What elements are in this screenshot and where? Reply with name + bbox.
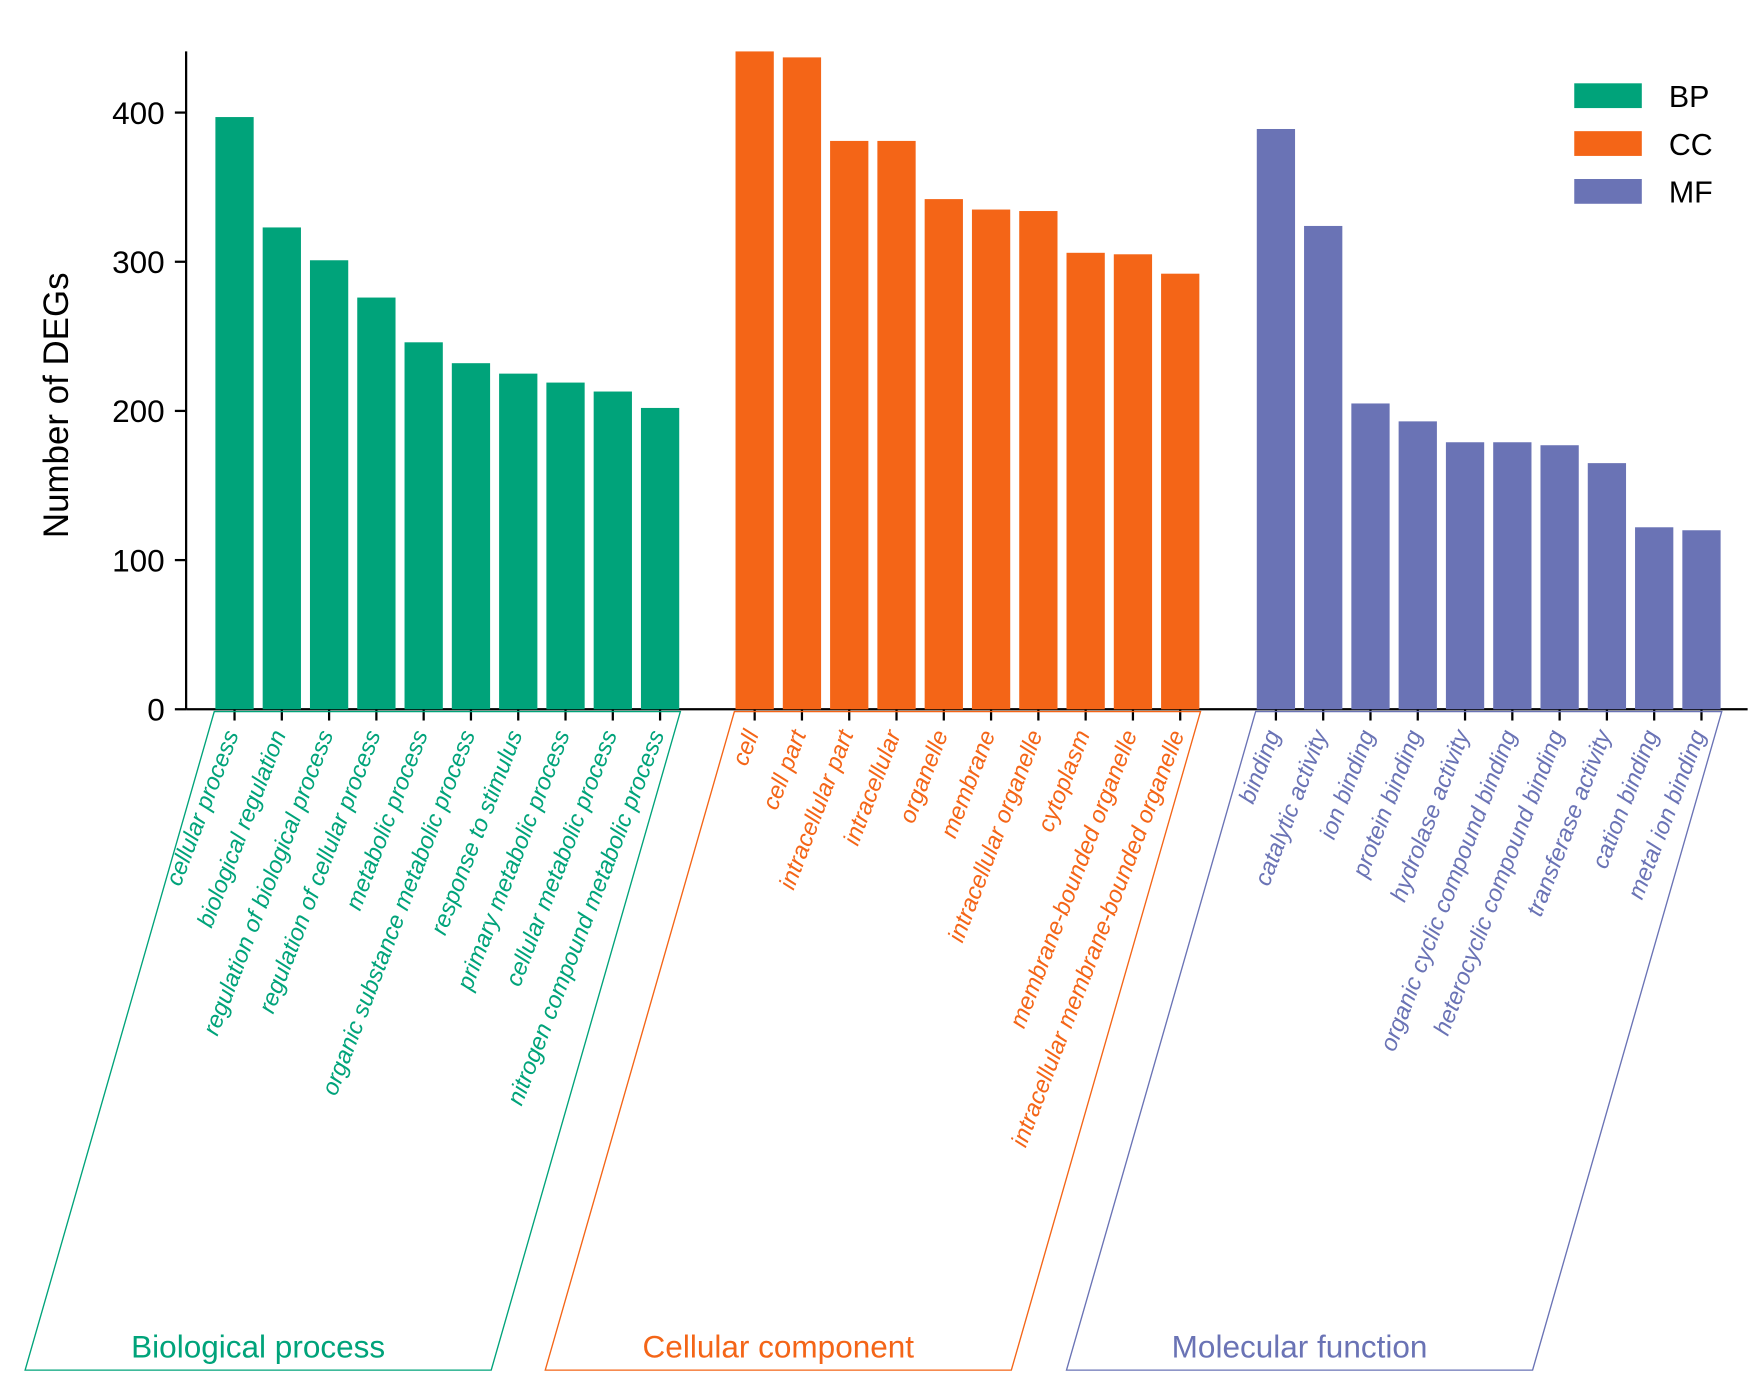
- y-axis-label: Number of DEGs: [37, 272, 76, 538]
- bar: [1161, 273, 1200, 710]
- y-tick-label: 200: [112, 393, 165, 429]
- bar: [924, 199, 963, 710]
- bar: [735, 51, 774, 710]
- y-tick-label: 100: [112, 542, 165, 578]
- bar: [1540, 445, 1579, 710]
- bar: [309, 260, 349, 710]
- bar: [640, 407, 680, 710]
- bar: [877, 140, 916, 710]
- bar: [1019, 211, 1058, 710]
- x-tick-label: binding: [1234, 727, 1286, 807]
- bar: [1682, 530, 1721, 710]
- bar: [1066, 252, 1105, 710]
- y-tick-label: 0: [147, 692, 165, 728]
- bar: [499, 373, 538, 710]
- bar: [1493, 442, 1532, 710]
- y-tick-label: 300: [112, 244, 165, 280]
- bar: [262, 227, 301, 710]
- bar: [357, 297, 396, 710]
- bar: [1304, 225, 1343, 710]
- bar: [1445, 442, 1485, 710]
- bar: [404, 342, 443, 710]
- y-axis: 0 100 200 300 400: [112, 51, 1748, 728]
- y-tick-label: 400: [112, 95, 165, 131]
- bar: [971, 209, 1011, 710]
- bar: [1635, 527, 1674, 710]
- legend-label: MF: [1669, 176, 1713, 210]
- bar: [782, 57, 822, 710]
- x-tick-label: cell: [728, 726, 765, 769]
- legend-swatch: [1574, 179, 1642, 204]
- bar: [593, 391, 632, 710]
- legend: BP CC MF: [1574, 80, 1713, 210]
- x-tick-label: cell part: [758, 726, 812, 814]
- bar: [1351, 403, 1390, 710]
- bar: [1398, 421, 1437, 710]
- bar: [546, 382, 585, 710]
- legend-swatch: [1574, 83, 1642, 109]
- group-bracket: [544, 710, 1202, 1371]
- bar: [1587, 463, 1627, 710]
- group-label: Biological process: [131, 1329, 385, 1365]
- legend-swatch: [1574, 131, 1642, 156]
- group-label: Cellular component: [643, 1329, 915, 1365]
- bar: [1113, 254, 1153, 710]
- bar: [451, 363, 491, 710]
- group-bracket: [24, 710, 682, 1371]
- bar: [1256, 128, 1296, 710]
- bar: [830, 140, 869, 710]
- bar: [215, 117, 254, 710]
- legend-label: CC: [1669, 128, 1713, 162]
- group-label: Molecular function: [1172, 1329, 1428, 1365]
- legend-label: BP: [1669, 80, 1710, 114]
- group-bracket: [1065, 710, 1723, 1371]
